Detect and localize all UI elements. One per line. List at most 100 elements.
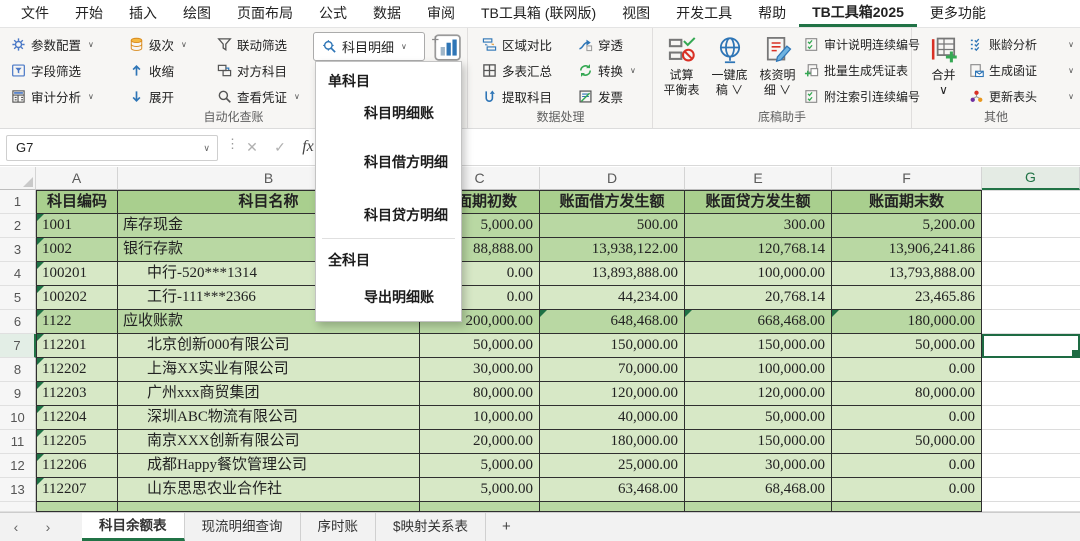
cell[interactable]: 112205	[36, 430, 118, 454]
ribbon-button-穿透[interactable]: 穿透	[573, 31, 640, 57]
cell[interactable]	[982, 238, 1080, 262]
cell[interactable]	[982, 358, 1080, 382]
cell[interactable]: 账面贷方发生额	[685, 190, 832, 214]
sheet-tab-现流明细查询[interactable]: 现流明细查询	[185, 513, 301, 541]
row-header-10[interactable]: 10	[0, 406, 36, 430]
ribbon-button-合并[interactable]: 合并 ∨	[920, 31, 967, 109]
cell[interactable]: 112201	[36, 334, 118, 358]
cell[interactable]: 30,000.00	[685, 454, 832, 478]
cell[interactable]: 20,000.00	[420, 430, 540, 454]
row-header-11[interactable]: 11	[0, 430, 36, 454]
chart-insert-button[interactable]	[429, 30, 463, 64]
row-header-13[interactable]: 13	[0, 478, 36, 502]
ribbon-button-附注索引连续编号[interactable]: 附注索引连续编号	[801, 83, 920, 109]
cell[interactable]	[982, 430, 1080, 454]
ribbon-button-转换[interactable]: 转换 ∨	[573, 57, 640, 83]
row-header-5[interactable]: 5	[0, 286, 36, 310]
cell[interactable]	[982, 478, 1080, 502]
menu-item-科目贷方明细[interactable]: 科目贷方明细	[364, 207, 448, 223]
cell[interactable]: 112206	[36, 454, 118, 478]
menu-item-文件[interactable]: 文件	[21, 5, 49, 21]
name-box-dropdown-icon[interactable]: ∨	[203, 143, 210, 153]
cell[interactable]: 300.00	[685, 214, 832, 238]
enter-button[interactable]: ✓	[274, 139, 286, 155]
cell[interactable]: 112203	[36, 382, 118, 406]
cell[interactable]: 账面期末数	[832, 190, 982, 214]
cell[interactable]	[982, 502, 1080, 512]
menu-item-导出明细账[interactable]: 导出明细账	[364, 289, 434, 305]
ribbon-button-字段筛选[interactable]: 字段筛选	[6, 57, 98, 83]
menu-item-绘图[interactable]: 绘图	[183, 5, 211, 21]
cell[interactable]: 150,000.00	[685, 430, 832, 454]
row-header-12[interactable]: 12	[0, 454, 36, 478]
cell[interactable]	[982, 286, 1080, 310]
cell[interactable]	[982, 406, 1080, 430]
column-header-D[interactable]: D	[540, 167, 685, 190]
cell[interactable]	[982, 382, 1080, 406]
ribbon-button-收缩[interactable]: 收缩	[124, 57, 191, 83]
menu-item-科目明细账[interactable]: 科目明细账	[364, 105, 434, 121]
cell[interactable]: 13,938,122.00	[540, 238, 685, 262]
menu-item-科目借方明细[interactable]: 科目借方明细	[364, 154, 448, 170]
cell[interactable]: 668,468.00	[685, 310, 832, 334]
cell[interactable]	[982, 310, 1080, 334]
row-header-4[interactable]: 4	[0, 262, 36, 286]
cell[interactable]: 180,000.00	[832, 310, 982, 334]
ribbon-button-审计分析[interactable]: 审计分析 ∨	[6, 83, 98, 109]
name-box[interactable]: G7 ∨	[6, 135, 218, 161]
cell[interactable]: 100,000.00	[685, 358, 832, 382]
cell[interactable]: 1002	[36, 238, 118, 262]
cell[interactable]	[118, 502, 420, 512]
cell[interactable]: 80,000.00	[832, 382, 982, 406]
ribbon-button-发票[interactable]: 发票	[573, 83, 640, 109]
cell[interactable]: 0.00	[832, 358, 982, 382]
cell[interactable]: 上海XX实业有限公司	[118, 358, 420, 382]
row-header-2[interactable]: 2	[0, 214, 36, 238]
cell[interactable]: 150,000.00	[540, 334, 685, 358]
menu-item-开始[interactable]: 开始	[75, 5, 103, 21]
sheet-tab-$映射关系表[interactable]: $映射关系表	[376, 513, 487, 541]
row-header-7[interactable]: 7	[0, 334, 36, 358]
row-header-8[interactable]: 8	[0, 358, 36, 382]
sheet-next-icon[interactable]: ›	[45, 519, 51, 535]
cell[interactable]	[420, 502, 540, 512]
cell[interactable]: 5,000.00	[420, 478, 540, 502]
ribbon-button-生成函证[interactable]: 生成函证 ∨	[966, 57, 1076, 83]
cell[interactable]: 112202	[36, 358, 118, 382]
cell[interactable]: 150,000.00	[685, 334, 832, 358]
sheet-tab-序时账[interactable]: 序时账	[301, 513, 376, 541]
cell[interactable]: 5,000.00	[420, 454, 540, 478]
cell[interactable]: 30,000.00	[420, 358, 540, 382]
menu-item-插入[interactable]: 插入	[129, 5, 157, 21]
column-header-E[interactable]: E	[685, 167, 832, 190]
menu-item-TB工具箱2025[interactable]: TB工具箱2025	[799, 0, 917, 27]
cell[interactable]	[832, 502, 982, 512]
ribbon-button-账龄分析[interactable]: 账龄分析 ∨	[966, 31, 1076, 57]
ribbon-button-参数配置[interactable]: 参数配置 ∨	[6, 31, 98, 57]
cell[interactable]: 0.00	[832, 454, 982, 478]
cell[interactable]: 120,000.00	[685, 382, 832, 406]
cell[interactable]: 5,200.00	[832, 214, 982, 238]
menu-item-TB工具箱 (联网版)[interactable]: TB工具箱 (联网版)	[481, 5, 597, 21]
cell[interactable]: 0.00	[832, 478, 982, 502]
ribbon-button-联动筛选[interactable]: 联动筛选	[212, 31, 304, 57]
menu-item-视图[interactable]: 视图	[622, 5, 651, 21]
cell[interactable]: 广州xxx商贸集团	[118, 382, 420, 406]
cell[interactable]: 100201	[36, 262, 118, 286]
ribbon-button-查看凭证[interactable]: 查看凭证 ∨	[212, 83, 304, 109]
row-header-9[interactable]: 9	[0, 382, 36, 406]
cell[interactable]: 23,465.86	[832, 286, 982, 310]
cell[interactable]: 50,000.00	[685, 406, 832, 430]
cell[interactable]: 80,000.00	[420, 382, 540, 406]
cell[interactable]: 100,000.00	[685, 262, 832, 286]
ribbon-button-一键底稿[interactable]: 一键底稿 ∨	[706, 31, 753, 109]
cell[interactable]: 13,906,241.86	[832, 238, 982, 262]
cell[interactable]: 68,468.00	[685, 478, 832, 502]
cell[interactable]	[982, 214, 1080, 238]
column-header-F[interactable]: F	[832, 167, 982, 190]
row-header-14[interactable]	[0, 502, 36, 512]
cell[interactable]: 648,468.00	[540, 310, 685, 334]
cell[interactable]	[540, 502, 685, 512]
sheet-tab-科目余额表[interactable]: 科目余额表	[82, 513, 185, 541]
insert-function-button[interactable]: fx	[302, 138, 314, 155]
